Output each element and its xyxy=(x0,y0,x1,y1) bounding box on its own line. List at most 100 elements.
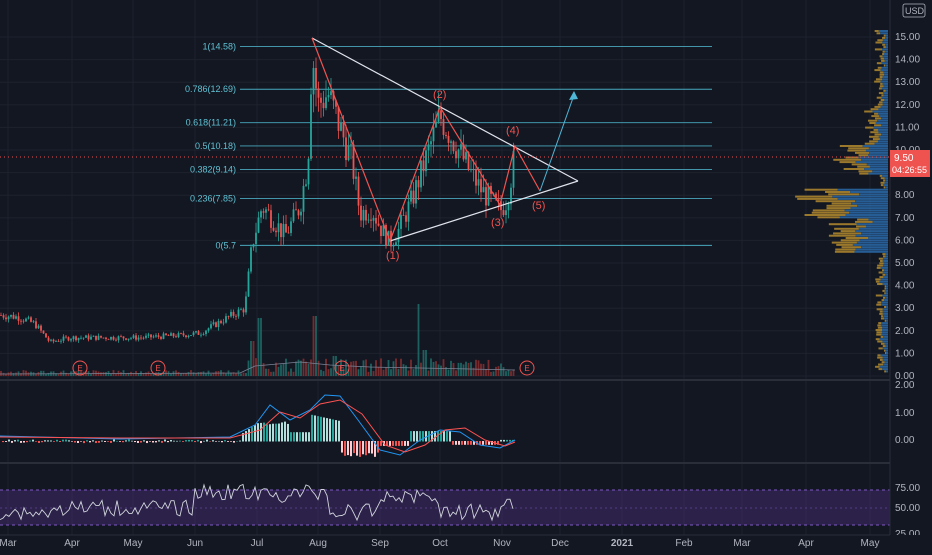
candle-body xyxy=(52,339,55,342)
volume-profile-up-bar xyxy=(879,280,888,283)
volume-profile-down-bar xyxy=(883,46,886,49)
volume-profile-down-bar xyxy=(879,101,883,104)
candle-body xyxy=(87,335,90,340)
macd-histogram-bar xyxy=(20,441,22,443)
macd-histogram-bar xyxy=(260,422,262,442)
price-tick-label: 8.00 xyxy=(895,190,915,201)
current-price-tag xyxy=(890,150,930,177)
volume-profile-down-bar xyxy=(875,365,880,368)
pattern-drawings[interactable] xyxy=(311,37,579,243)
volume-profile-down-bar xyxy=(876,331,882,334)
fib-label: 1(14.58) xyxy=(202,42,236,52)
price-tick-label: 13.00 xyxy=(895,77,920,88)
candle-body xyxy=(252,244,255,248)
volume-profile-down-bar xyxy=(884,370,887,373)
volume-profile-up-bar xyxy=(866,163,888,166)
candle-body xyxy=(377,223,380,226)
candle-body xyxy=(245,296,247,313)
wave-label-2: (2) xyxy=(433,89,446,101)
macd-histogram-bar xyxy=(92,440,94,442)
volume-profile-down-bar xyxy=(878,87,882,90)
projection-arrow-line[interactable] xyxy=(539,94,575,192)
candle-body xyxy=(212,322,215,325)
volume-profile-up-bar xyxy=(883,262,888,265)
volume-bar xyxy=(437,364,440,376)
volume-profile-up-bar xyxy=(884,73,888,76)
macd-histogram-bar xyxy=(350,441,352,457)
macd-histogram-bar xyxy=(353,441,355,454)
macd-histogram-bar xyxy=(287,423,289,442)
currency-badge[interactable] xyxy=(902,3,926,18)
volume-bar xyxy=(460,362,462,376)
candle-body xyxy=(470,169,472,171)
volume-bar xyxy=(240,373,242,376)
macd-histogram-bar xyxy=(2,441,4,443)
macd-histogram-bar xyxy=(263,422,265,442)
volume-profile-up-bar xyxy=(878,135,888,138)
candle-body xyxy=(230,311,232,317)
volume-profile-up-bar xyxy=(844,209,888,212)
volume-bar xyxy=(55,373,57,376)
candle-body xyxy=(242,309,245,313)
volume-bar xyxy=(310,359,312,376)
volume-profile-down-bar xyxy=(833,232,862,235)
volume-bar xyxy=(512,369,515,376)
candle-body xyxy=(185,335,187,338)
volume-profile-down-bar xyxy=(881,361,885,364)
candle-body xyxy=(157,335,160,337)
volume-profile-down-bar xyxy=(879,55,883,58)
volume-profile-up-bar xyxy=(872,110,888,113)
volume-bar xyxy=(195,373,197,376)
macd-histogram-bar xyxy=(335,420,337,442)
volume-bar xyxy=(215,371,217,376)
volume-profile-down-bar xyxy=(876,333,882,336)
volume-bar xyxy=(145,372,147,376)
candle-body xyxy=(170,333,172,336)
volume-bar xyxy=(297,359,300,376)
candle-body xyxy=(210,324,212,329)
volume-bar xyxy=(462,364,465,376)
candle-body xyxy=(97,335,100,340)
candle-body xyxy=(195,331,197,333)
volume-profile-up-bar xyxy=(875,122,888,124)
candle-body xyxy=(302,185,305,212)
candle-body xyxy=(482,187,485,193)
volume-bar xyxy=(230,372,232,376)
macd-pane xyxy=(0,394,516,457)
volume-profile-up-bar xyxy=(885,89,888,92)
candle-body xyxy=(82,337,85,339)
candle-body xyxy=(287,232,290,234)
candle-body xyxy=(35,321,37,329)
macd-histogram-bar xyxy=(392,441,394,446)
volume-profile-up-bar xyxy=(883,85,888,88)
volume-profile-down-bar xyxy=(884,292,886,295)
macd-histogram-bar xyxy=(266,424,268,442)
candle-body xyxy=(187,335,190,338)
elliott-wave-path[interactable] xyxy=(311,37,541,243)
triangle-upper-line[interactable] xyxy=(311,37,579,182)
volume-profile-down-bar xyxy=(869,140,878,143)
volume-profile-down-bar xyxy=(877,324,881,327)
volume-bar xyxy=(382,369,385,376)
macd-histogram-bar xyxy=(239,440,241,442)
candle-body xyxy=(375,217,377,224)
triangle-lower-line[interactable] xyxy=(389,180,579,242)
candle-body xyxy=(322,102,325,109)
time-tick-label: Apr xyxy=(798,538,814,549)
time-axis[interactable]: Mar Apr May Jun Jul Aug Sep Oct Nov Dec 2021 Feb Mar… xyxy=(0,538,879,549)
candle-body xyxy=(72,336,75,340)
macd-tick-label: 1.00 xyxy=(895,408,915,419)
price-tick-label: 7.00 xyxy=(895,213,915,224)
macd-histogram-bar xyxy=(23,441,25,443)
candle-body xyxy=(105,337,107,340)
volume-profile-down-bar xyxy=(884,287,886,290)
volume-profile-up-bar xyxy=(837,188,888,191)
candle-body xyxy=(355,176,357,179)
candle-body xyxy=(162,333,165,339)
candle-body xyxy=(332,91,335,101)
volume-profile-down-bar xyxy=(856,225,866,228)
volume-profile-down-bar xyxy=(876,96,882,99)
volume-profile-down-bar xyxy=(836,243,853,246)
